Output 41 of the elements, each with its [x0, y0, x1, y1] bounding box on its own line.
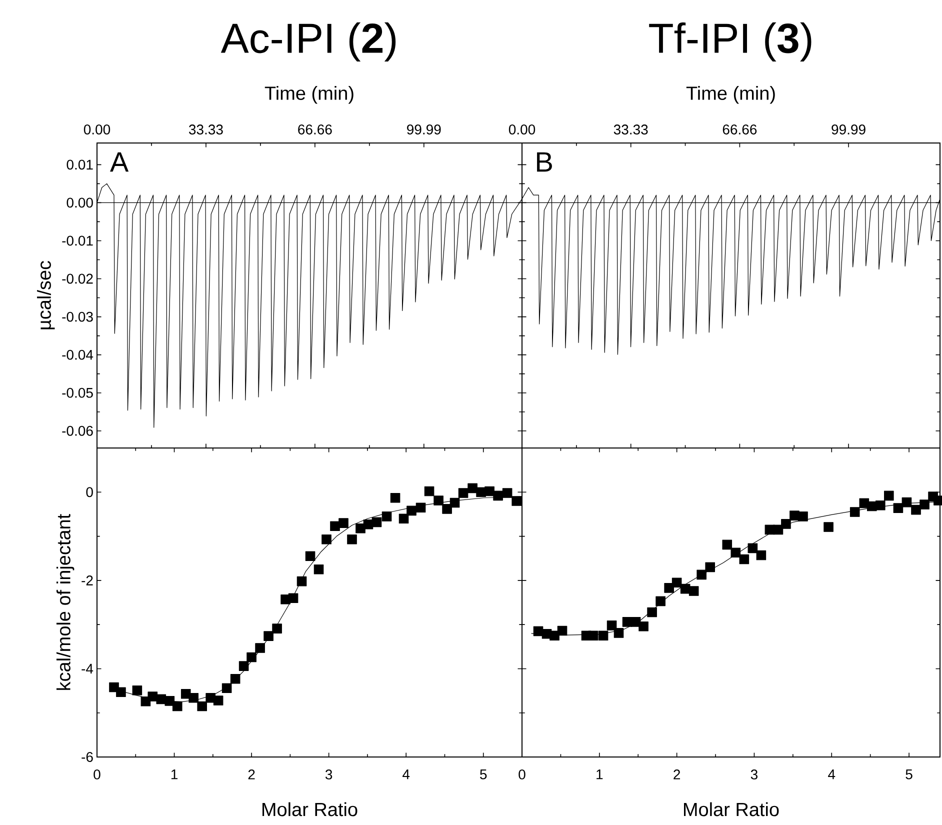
x-tick-label: 0 — [94, 770, 100, 780]
x-tick-label: 33.33 — [614, 124, 648, 134]
chart-title: Tf-IPI (3) — [649, 22, 812, 62]
x-axis-title: Molar Ratio — [684, 802, 779, 816]
x-tick-label: 2 — [674, 770, 680, 780]
y-tick-label: -0.05 — [62, 388, 93, 398]
x-tick-label: 66.66 — [298, 124, 332, 134]
annotation: B — [537, 152, 552, 172]
x-tick-label: 2 — [248, 770, 255, 780]
x-tick-label: 99.99 — [832, 124, 866, 134]
x-tick-label: 4 — [402, 770, 410, 780]
x-tick-label: 4 — [828, 770, 836, 780]
x-axis-title: Time (min) — [686, 86, 775, 104]
y-tick-label: -2 — [82, 576, 93, 586]
x-tick-label: 1 — [171, 770, 178, 780]
x-axis-title: Time (min) — [264, 86, 354, 104]
x-tick-label: 33.33 — [188, 124, 223, 134]
x-tick-label: 3 — [325, 770, 332, 780]
x-tick-label: 99.99 — [407, 124, 441, 134]
x-tick-label: 0.00 — [508, 124, 536, 134]
y-tick-label: -0.04 — [62, 350, 94, 360]
x-tick-label: 1 — [596, 770, 603, 780]
y-tick-label: 0 — [86, 487, 93, 498]
y-tick-label: 0.00 — [66, 198, 93, 208]
chart-title: Ac-IPI (2) — [220, 22, 396, 62]
x-tick-label: 5 — [480, 770, 487, 780]
x-axis-title: Molar Ratio — [262, 802, 358, 816]
y-tick-label: -0.02 — [62, 274, 93, 284]
y-tick-label: -0.03 — [62, 312, 93, 322]
y-tick-label: -0.01 — [62, 236, 93, 246]
annotation: A — [110, 152, 129, 172]
x-tick-label: 66.66 — [722, 124, 757, 134]
y-tick-label: 0.01 — [66, 160, 93, 170]
y-axis-title: kcal/mole of injectant — [56, 514, 74, 690]
y-tick-label: -0.06 — [62, 426, 93, 436]
x-tick-label: 0 — [518, 770, 526, 780]
y-tick-label: -6 — [82, 752, 93, 762]
x-tick-label: 5 — [906, 770, 912, 780]
y-tick-label: -4 — [82, 664, 94, 674]
x-tick-label: 3 — [750, 770, 758, 780]
y-axis-title: µcal/sec — [37, 260, 55, 330]
